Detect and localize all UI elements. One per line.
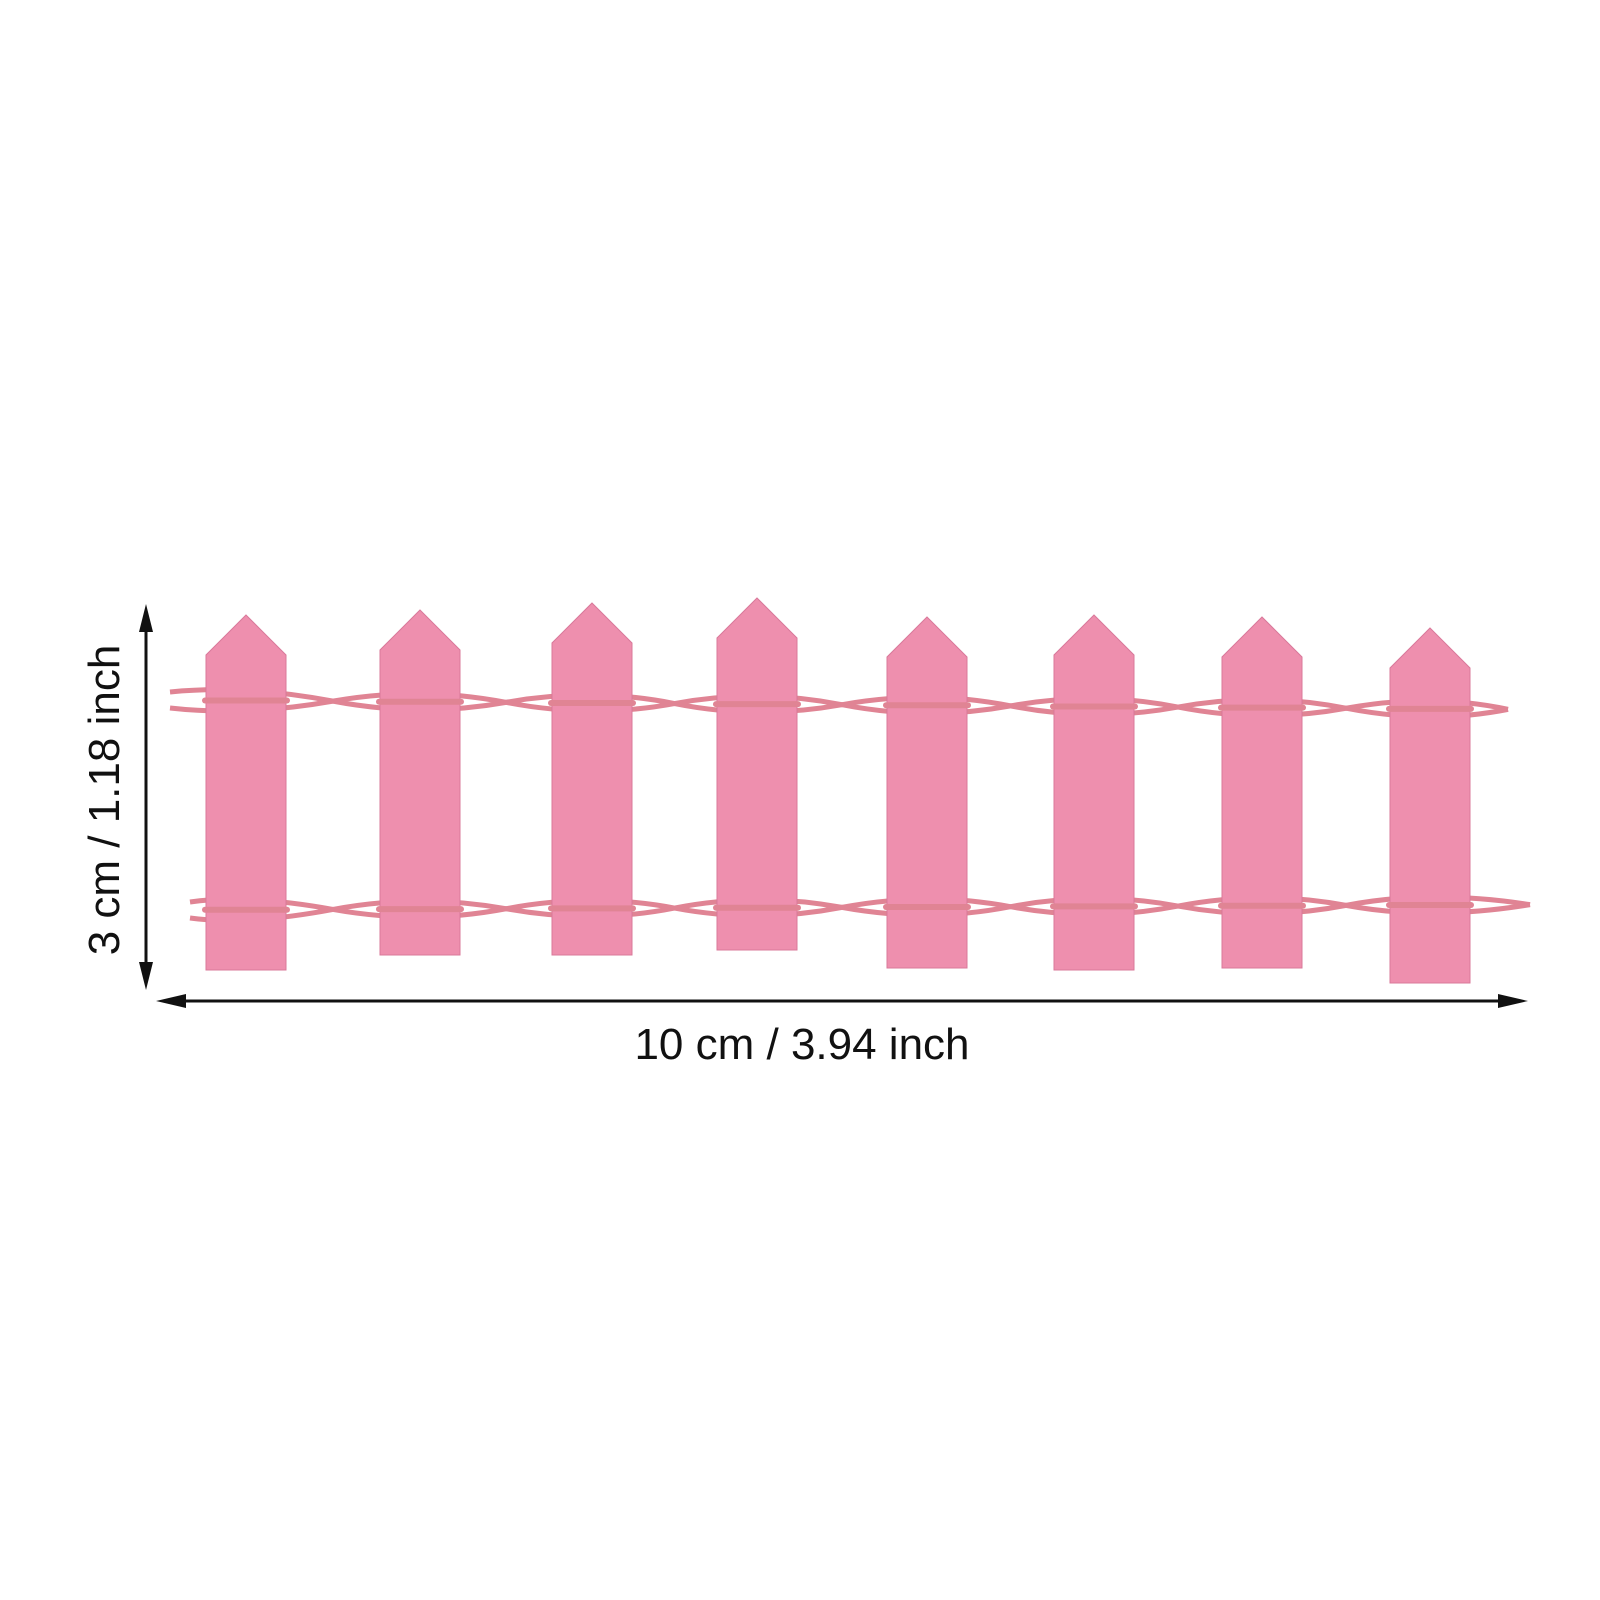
wire-band xyxy=(202,906,290,913)
wire-band xyxy=(1386,902,1474,909)
fence-pickets xyxy=(205,597,1471,984)
fence-picket xyxy=(886,616,968,969)
wire-band xyxy=(1218,902,1306,909)
wire-band xyxy=(883,702,971,709)
wire-band xyxy=(376,906,464,913)
fence-picket xyxy=(379,609,461,956)
wire-band xyxy=(1386,705,1474,712)
width-dimension-label: 10 cm / 3.94 inch xyxy=(634,1020,970,1069)
fence-wires xyxy=(169,687,1531,924)
wire-band xyxy=(1218,704,1306,711)
fence-picket xyxy=(1389,627,1471,984)
wire-band xyxy=(376,698,464,705)
fence-picket xyxy=(1053,614,1135,971)
wire-band xyxy=(1050,903,1138,910)
wire-band xyxy=(1050,703,1138,710)
fence-picket xyxy=(205,614,287,971)
height-dimension-arrow xyxy=(139,604,153,990)
fence-picket xyxy=(1221,616,1303,969)
fence-wire-bands xyxy=(202,697,1474,913)
height-dimension-label: 3 cm / 1.18 inch xyxy=(80,644,129,956)
wire-band xyxy=(883,904,971,911)
wire-band xyxy=(713,701,801,708)
wire-band xyxy=(548,905,636,912)
wire-band xyxy=(548,699,636,706)
wire-band xyxy=(202,697,290,704)
fence-picket xyxy=(716,597,798,951)
wire-band xyxy=(713,904,801,911)
fence-picket xyxy=(551,602,633,956)
width-dimension-arrow xyxy=(156,994,1528,1008)
